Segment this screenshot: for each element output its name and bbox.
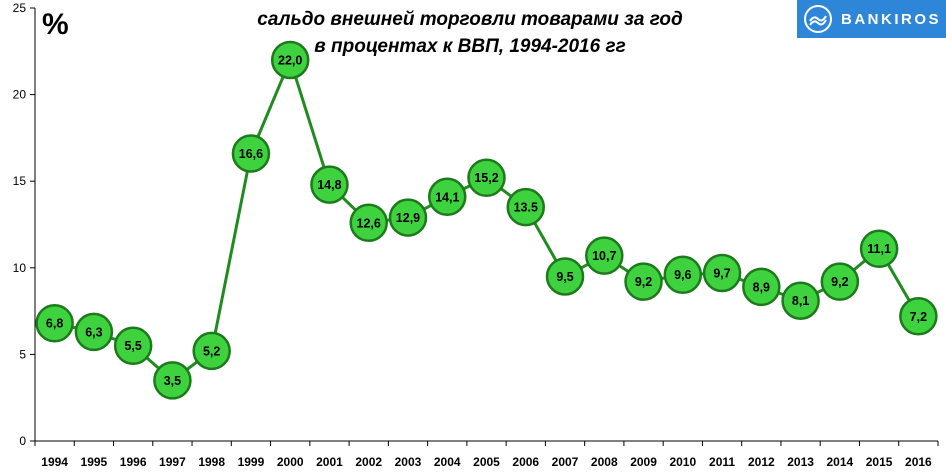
data-label: 22,0: [278, 53, 302, 67]
x-tick-label: 2007: [552, 455, 579, 469]
data-point: [270, 40, 310, 80]
data-point: [113, 326, 153, 365]
x-tick-label: 1994: [41, 455, 68, 469]
data-label: 12,6: [357, 216, 381, 230]
x-tick-label: 2016: [905, 455, 932, 469]
data-label: 14,8: [317, 178, 341, 192]
data-label: 5,5: [124, 339, 141, 353]
data-point: [74, 312, 114, 352]
x-tick-label: 2011: [709, 455, 735, 469]
data-label: 9,6: [674, 268, 691, 282]
x-tick-label: 2003: [395, 455, 422, 469]
x-tick-label: 2008: [591, 455, 618, 469]
y-tick-label: 5: [19, 347, 26, 361]
data-label: 12,9: [396, 211, 420, 225]
data-label: 11,1: [867, 242, 891, 256]
data-point: [781, 281, 820, 320]
data-point: [624, 262, 663, 301]
x-tick-label: 2006: [512, 455, 539, 469]
x-tick-label: 2010: [669, 455, 696, 469]
data-label: 5,2: [203, 344, 220, 358]
data-point: [585, 236, 624, 275]
x-tick-label: 1997: [159, 455, 186, 469]
y-tick-label: 10: [13, 261, 27, 275]
series-line: [54, 58, 920, 382]
data-label: 9,5: [556, 270, 573, 284]
data-point: [820, 262, 860, 301]
x-tick-label: 2014: [826, 455, 853, 469]
data-point: [702, 253, 742, 293]
bankiros-logo-text: BANKIROS: [841, 10, 942, 28]
data-label: 13.5: [514, 201, 538, 215]
y-tick-label: 25: [13, 1, 27, 15]
data-point: [231, 134, 271, 173]
x-tick-label: 2002: [355, 455, 382, 469]
data-label: 9,7: [713, 266, 730, 280]
data-point: [506, 187, 546, 227]
data-label: 8,9: [753, 280, 770, 294]
bankiros-logo: BANKIROS: [797, 0, 946, 38]
x-tick-label: 2015: [866, 455, 893, 469]
chart-title-line-1: сальдо внешней торговли товарами за год: [257, 9, 683, 30]
data-point: [663, 255, 703, 294]
data-label: 9,2: [831, 275, 848, 289]
data-label: 7,2: [910, 310, 927, 324]
data-label: 6,3: [85, 325, 102, 339]
data-label: 8,1: [792, 294, 809, 308]
data-label: 6,8: [46, 317, 63, 331]
data-point: [192, 331, 231, 371]
x-tick-label: 2013: [787, 455, 814, 469]
data-label: 9,2: [635, 275, 652, 289]
chart-title: сальдо внешней торговли товарами за год …: [200, 6, 740, 60]
x-tick-label: 1999: [238, 455, 265, 469]
x-tick-label: 2000: [277, 455, 304, 469]
x-tick-label: 1996: [120, 455, 147, 469]
y-tick-label: 20: [13, 88, 27, 102]
data-label: 10,7: [592, 249, 616, 263]
x-tick-label: 2004: [434, 455, 461, 469]
y-tick-label: 0: [19, 434, 26, 448]
data-point: [35, 303, 74, 343]
data-point: [153, 361, 192, 400]
x-tick-label: 2001: [316, 455, 343, 469]
x-tick-label: 2009: [630, 455, 657, 469]
x-tick-label: 2005: [473, 455, 500, 469]
data-label: 16,6: [239, 147, 263, 161]
bankiros-logo-icon: [804, 5, 832, 33]
data-point: [742, 267, 781, 307]
data-point: [467, 158, 506, 197]
unit-label: %: [42, 8, 69, 41]
data-label: 14,1: [435, 190, 459, 204]
data-point: [899, 297, 938, 336]
data-label: 3,5: [164, 374, 181, 388]
data-point: [349, 203, 388, 243]
y-tick-label: 15: [13, 174, 27, 188]
chart-title-line-2: в процентах к ВВП, 1994-2016 гг: [314, 36, 626, 57]
data-label: 15,2: [474, 171, 498, 185]
x-tick-label: 1995: [81, 455, 108, 469]
x-tick-label: 1998: [198, 455, 225, 469]
x-tick-label: 2012: [748, 455, 775, 469]
data-point: [545, 257, 585, 296]
data-point: [388, 198, 428, 237]
data-point: [859, 229, 899, 268]
data-point: [427, 177, 467, 217]
data-point: [310, 165, 349, 204]
